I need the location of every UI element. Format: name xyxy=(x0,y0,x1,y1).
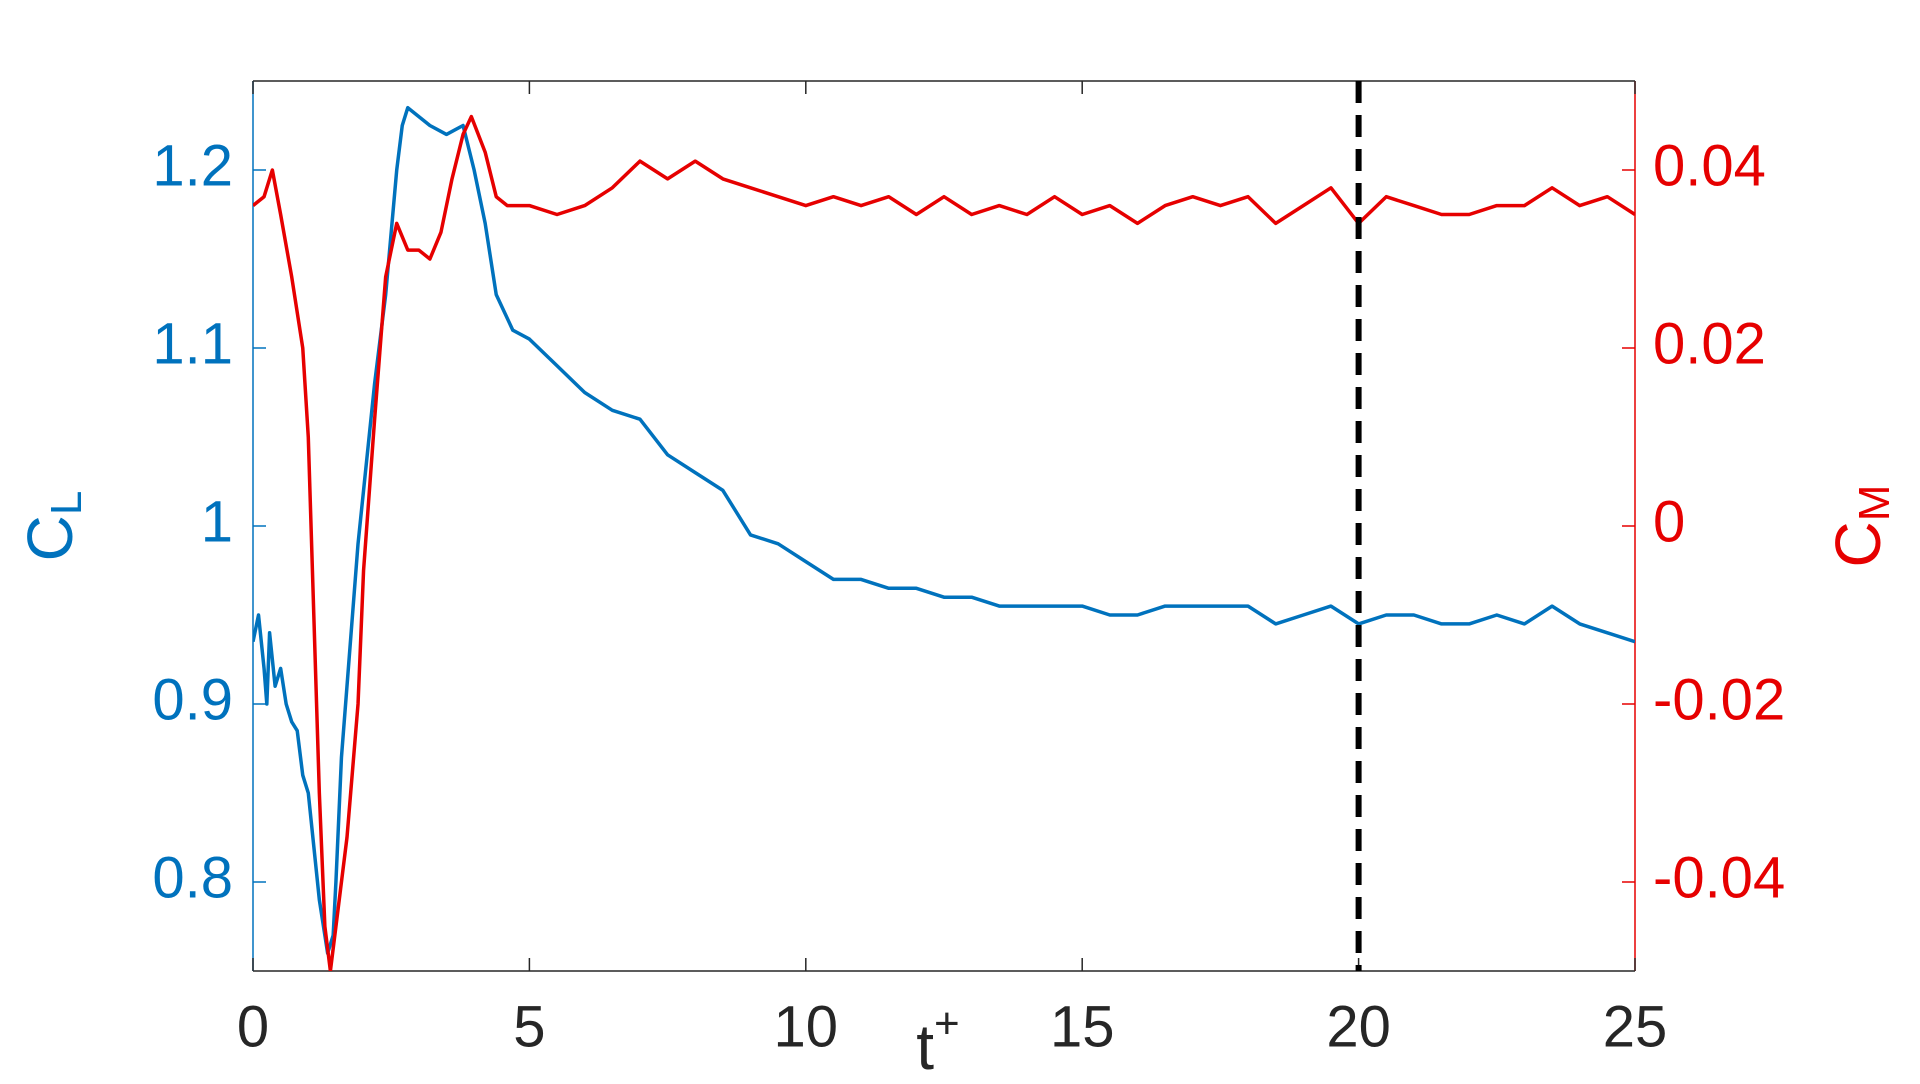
x-tick-label: 5 xyxy=(513,994,545,1059)
y-tick-label: 1 xyxy=(201,489,233,554)
x-tick-label: 15 xyxy=(1050,994,1115,1059)
y2-label-sub: M xyxy=(1850,485,1899,522)
y-tick-label: 0.8 xyxy=(152,845,233,910)
data-line xyxy=(253,105,1635,955)
y-axis-label: CL xyxy=(14,491,91,562)
y-tick-label: 1.1 xyxy=(152,311,233,376)
y2-tick-label: 0.04 xyxy=(1653,133,1766,198)
data-line xyxy=(253,114,1635,971)
y-label-sub: L xyxy=(42,491,91,515)
y2-tick-label: 0.02 xyxy=(1653,311,1766,376)
x-tick-label: 10 xyxy=(774,994,839,1059)
x-tick-label: 0 xyxy=(237,994,269,1059)
x-label-base: t xyxy=(916,1011,934,1083)
y2-label-base: C xyxy=(1822,521,1894,567)
x-tick-label: 20 xyxy=(1326,994,1391,1059)
y-tick-label: 1.2 xyxy=(152,133,233,198)
y2-axis-label: CM xyxy=(1822,485,1899,568)
x-tick-label: 25 xyxy=(1603,994,1668,1059)
y2-tick-label: 0 xyxy=(1653,489,1685,554)
y2-tick-label: -0.02 xyxy=(1653,667,1785,732)
x-label-sup: + xyxy=(934,999,960,1048)
y-tick-label: 0.9 xyxy=(152,667,233,732)
x-axis-label: t+ xyxy=(916,999,959,1083)
y2-tick-label: -0.04 xyxy=(1653,845,1785,910)
y-label-base: C xyxy=(14,515,86,561)
